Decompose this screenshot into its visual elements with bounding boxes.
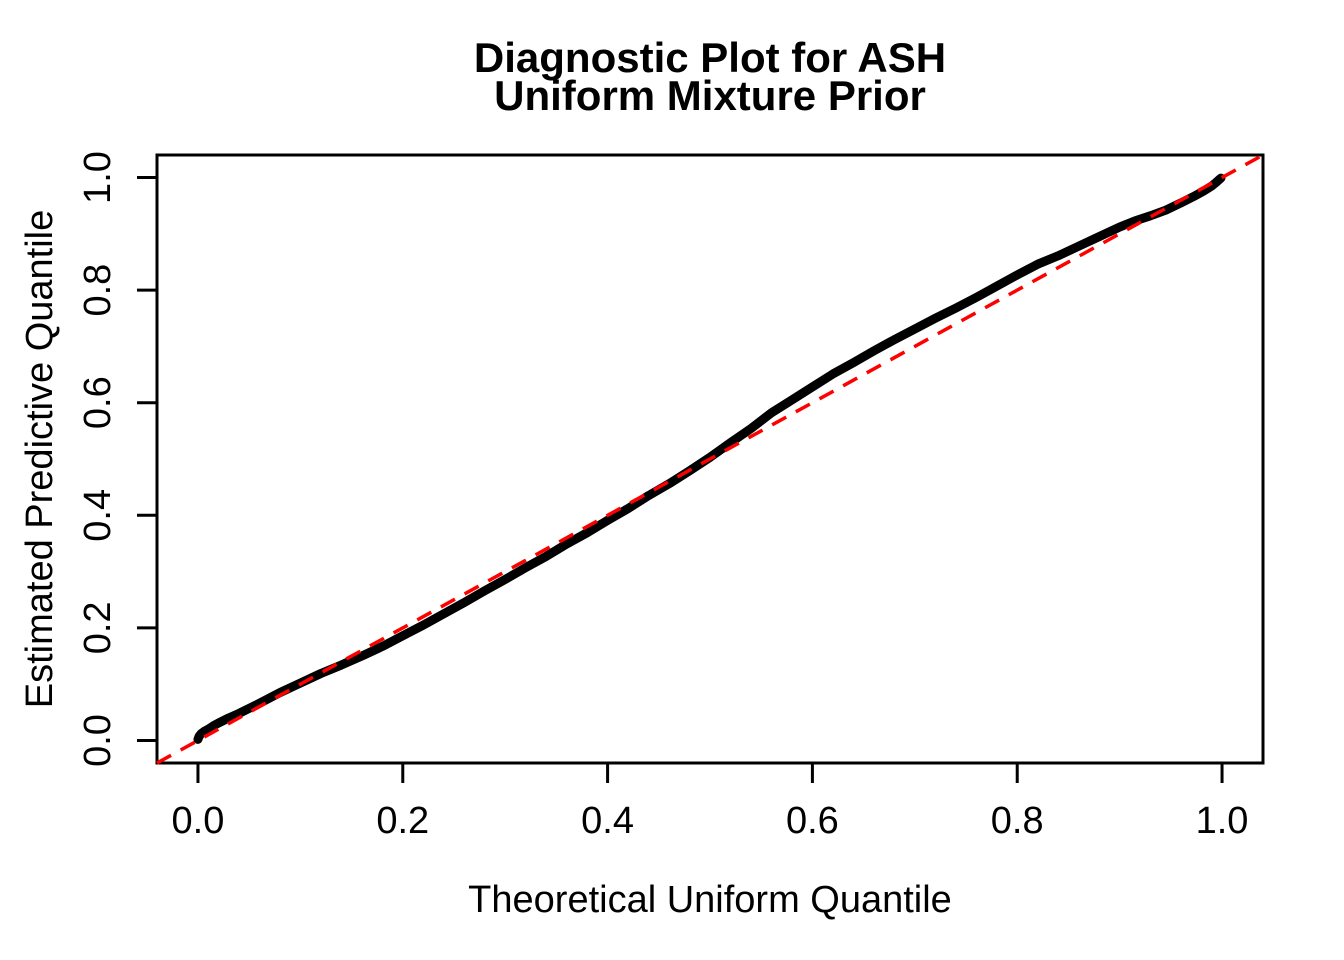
x-axis-label: Theoretical Uniform Quantile xyxy=(468,879,952,921)
qq-curve-series xyxy=(193,173,1226,744)
y-axis-label: Estimated Predictive Quantile xyxy=(19,210,61,708)
y-tick-label: 0.0 xyxy=(77,714,119,767)
chart-title-line1: Diagnostic Plot for ASH xyxy=(474,34,946,81)
x-tick-label: 0.2 xyxy=(376,800,429,842)
x-tick-label: 0.0 xyxy=(172,800,225,842)
y-axis-ticks: 0.0 0.2 0.4 0.6 0.8 1.0 xyxy=(77,151,157,767)
x-tick-label: 1.0 xyxy=(1196,800,1249,842)
x-tick-label: 0.6 xyxy=(786,800,839,842)
y-tick-label: 0.2 xyxy=(77,601,119,654)
chart-title-line2: Uniform Mixture Prior xyxy=(494,72,926,119)
y-tick-label: 1.0 xyxy=(77,151,119,204)
x-tick-label: 0.4 xyxy=(581,800,634,842)
y-tick-label: 0.8 xyxy=(77,264,119,317)
y-tick-label: 0.6 xyxy=(77,376,119,429)
reference-diagonal-line xyxy=(156,153,1264,765)
y-tick-label: 0.4 xyxy=(77,489,119,542)
x-axis-ticks: 0.0 0.2 0.4 0.6 0.8 1.0 xyxy=(172,763,1249,842)
x-tick-label: 0.8 xyxy=(991,800,1044,842)
plot-box xyxy=(155,153,1265,765)
